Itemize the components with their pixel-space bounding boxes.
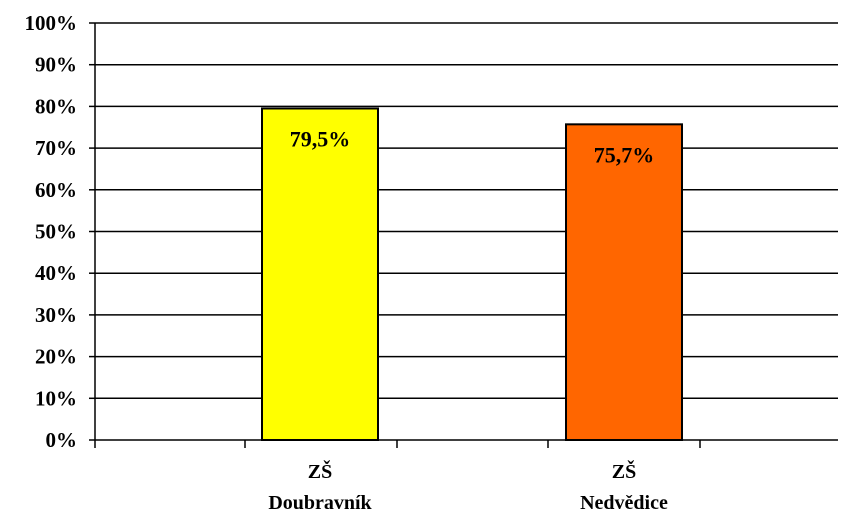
y-tick-label: 50%	[35, 220, 77, 244]
bar-data-label: 79,5%	[290, 126, 351, 151]
y-tick-label: 80%	[35, 94, 77, 118]
y-tick-label: 10%	[35, 386, 77, 410]
y-tick-label: 40%	[35, 261, 77, 285]
y-tick-label: 100%	[25, 11, 78, 35]
grid-lines	[95, 22, 838, 400]
bar	[261, 107, 379, 442]
labels: 0% 10% 20% 30% 40% 50% 60% 70% 80% 90% 100% 79,5% ZŠ…	[25, 11, 668, 514]
bars	[261, 107, 683, 442]
y-tick-label: 90%	[35, 53, 77, 77]
axes	[89, 22, 838, 448]
y-tick-label: 60%	[35, 178, 77, 202]
bar-data-label: 75,7%	[594, 142, 655, 167]
y-tick-label: 20%	[35, 345, 77, 369]
x-category-label: Nedvědice	[580, 492, 668, 514]
x-category-label: Doubravník	[268, 492, 372, 514]
x-category-label: ZŠ	[612, 459, 636, 483]
y-tick-label: 30%	[35, 303, 77, 327]
bar	[565, 123, 683, 442]
y-tick-label: 0%	[46, 428, 78, 452]
y-tick-label: 70%	[35, 136, 77, 160]
x-category-label: ZŠ	[308, 459, 332, 483]
